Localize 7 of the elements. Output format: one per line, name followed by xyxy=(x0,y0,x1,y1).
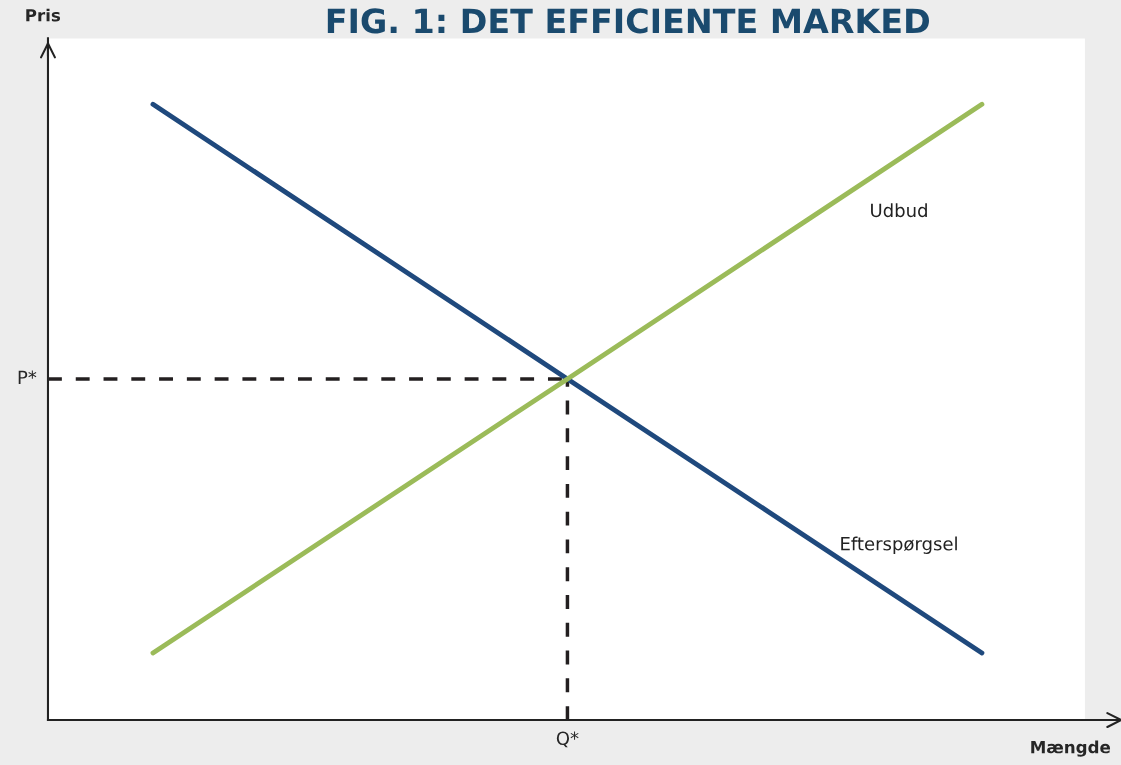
y-axis-title: Pris xyxy=(26,8,61,22)
text: Q* xyxy=(556,731,579,748)
series-label: Udbud xyxy=(871,203,927,218)
ref-line-label: P* xyxy=(18,370,37,384)
x-axis-title: Mængde xyxy=(1031,740,1111,757)
chart-title: FIG. 1: DET EFFICIENTE MARKED xyxy=(327,8,929,34)
series-label: Efterspørgsel xyxy=(841,536,957,554)
